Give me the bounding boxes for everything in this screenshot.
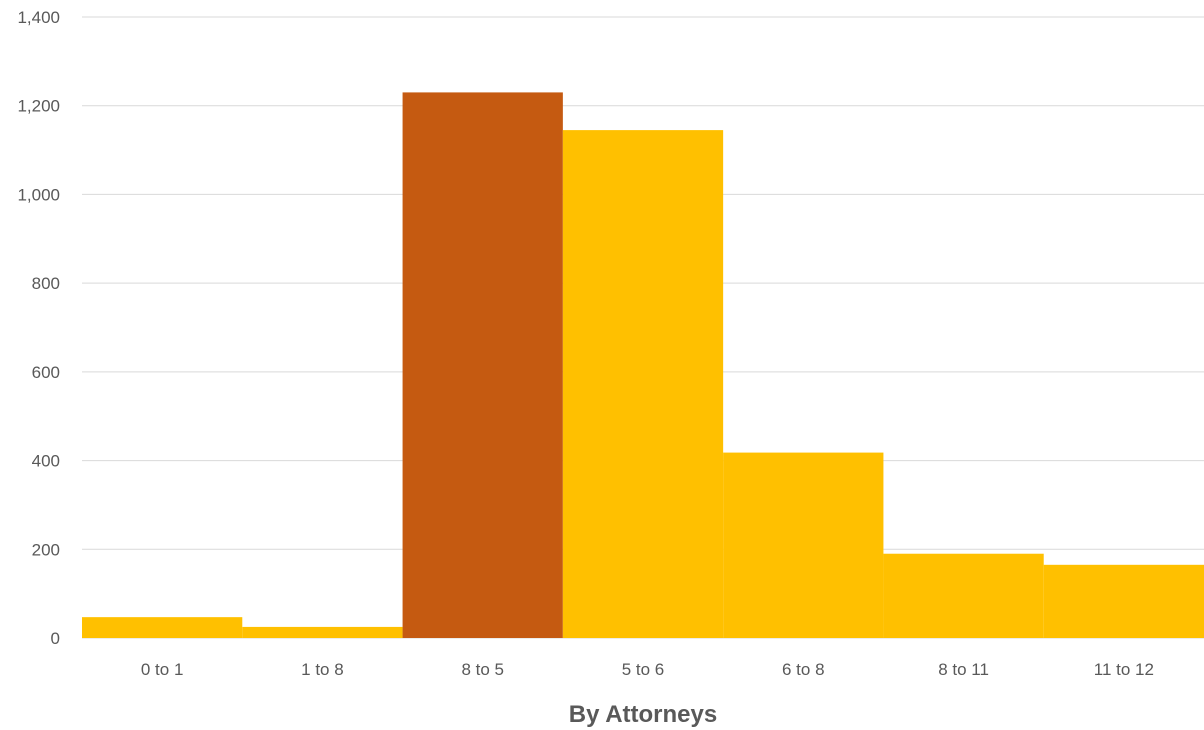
bar-0-to-1 [82,617,243,638]
x-tick-label: 8 to 11 [938,660,989,679]
y-tick-label: 200 [32,540,60,559]
x-axis: 0 to 1 1 to 8 8 to 5 5 to 6 6 to 8 8 to 11 11 … [141,660,1154,679]
bar-6-to-8 [723,452,884,638]
x-tick-label: 6 to 8 [782,660,825,679]
y-tick-label: 600 [32,363,60,382]
y-tick-label: 1,400 [17,8,60,27]
y-tick-label: 1,200 [17,97,60,116]
x-axis-title: By Attorneys [569,701,717,728]
bar-1-to-8 [242,626,403,638]
y-tick-label: 0 [51,629,60,648]
y-tick-label: 1,000 [17,185,60,204]
y-axis: 0 200 400 600 800 1,000 1,200 1,400 [17,8,60,648]
x-tick-label: 8 to 5 [461,660,504,679]
x-tick-label: 0 to 1 [141,660,184,679]
bar-8-to-5 [402,92,563,638]
bar-11-to-12 [1043,564,1204,638]
y-tick-label: 400 [32,452,60,471]
x-tick-label: 11 to 12 [1094,660,1154,679]
x-tick-label: 5 to 6 [622,660,665,679]
y-tick-label: 800 [32,274,60,293]
bar-5-to-6 [562,130,724,638]
bar-8-to-11 [883,553,1044,638]
x-tick-label: 1 to 8 [301,660,344,679]
bar-layer [82,92,1204,638]
